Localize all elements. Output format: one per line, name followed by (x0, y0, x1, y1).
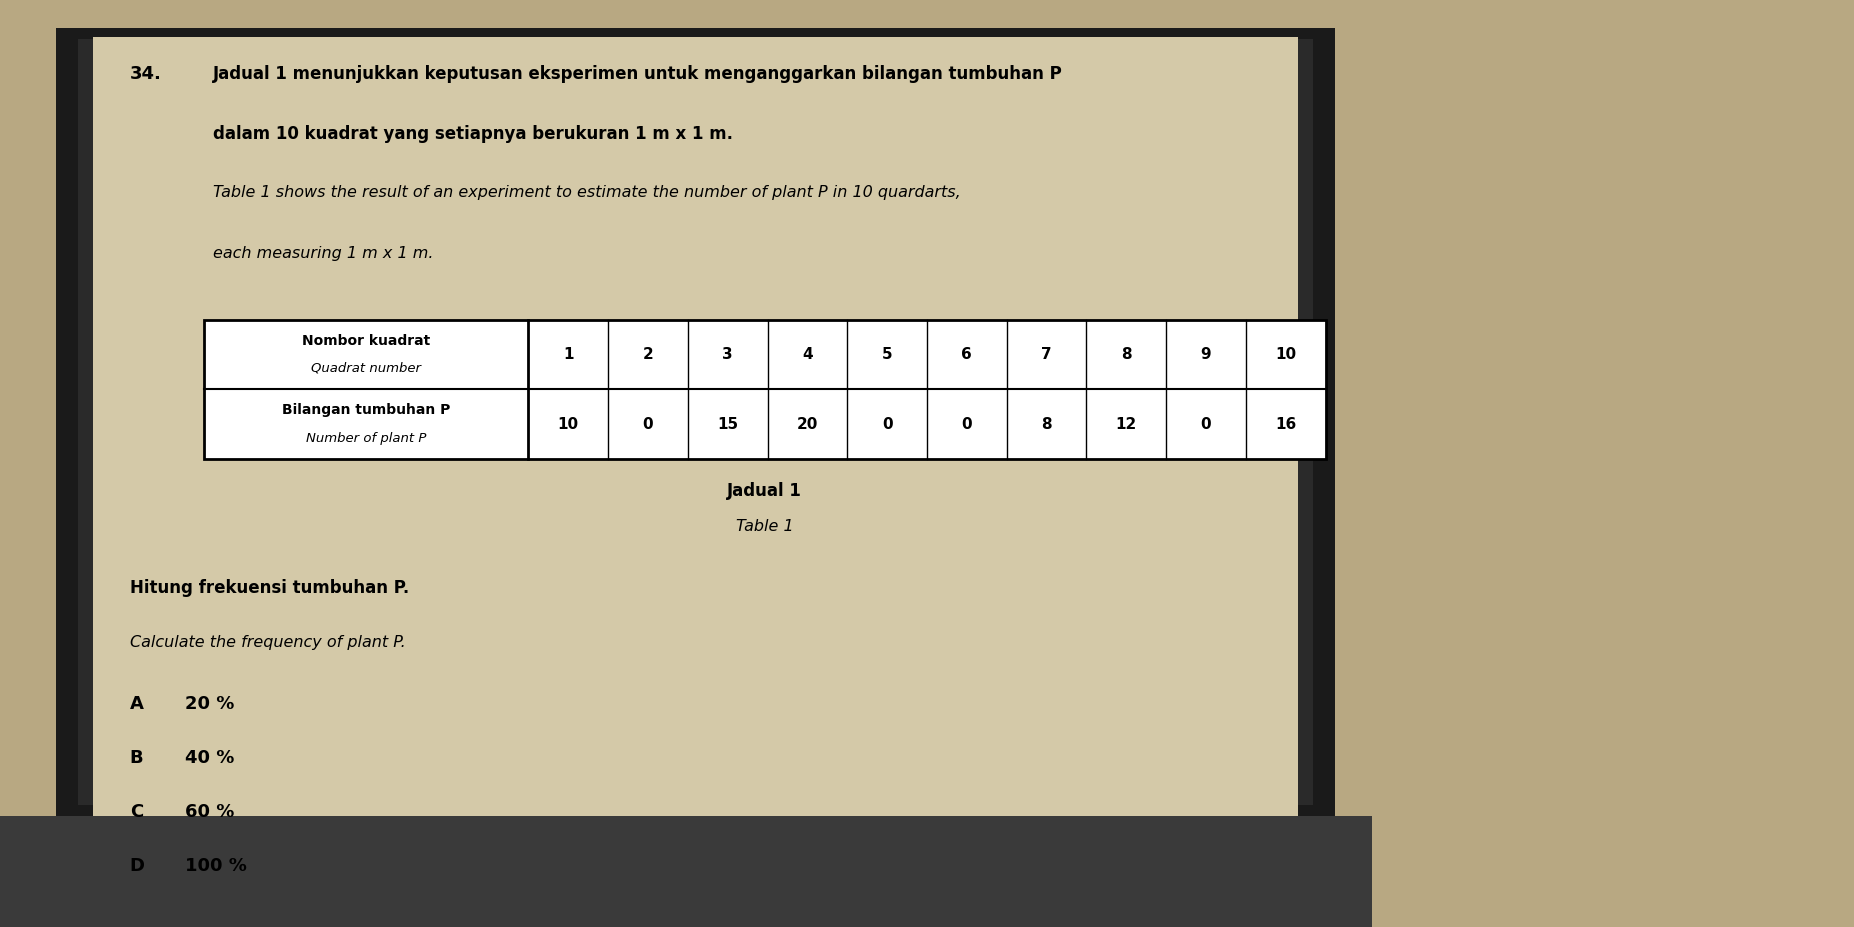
Text: 20: 20 (797, 416, 818, 432)
Text: 2: 2 (643, 347, 653, 362)
Text: Quadrat number: Quadrat number (311, 362, 421, 375)
Text: 8: 8 (1042, 416, 1051, 432)
FancyBboxPatch shape (204, 320, 1326, 459)
Text: 5: 5 (883, 347, 892, 362)
Text: 8: 8 (1122, 347, 1131, 362)
Text: 6: 6 (962, 347, 971, 362)
Text: Table 1 shows the result of an experiment to estimate the number of plant P in 1: Table 1 shows the result of an experimen… (213, 185, 960, 200)
Text: 60 %: 60 % (185, 803, 235, 820)
Text: C: C (130, 803, 143, 820)
Text: 10: 10 (1276, 347, 1296, 362)
Text: B: B (130, 749, 143, 767)
Text: 15: 15 (717, 416, 738, 432)
Text: 20 %: 20 % (185, 695, 235, 713)
Text: 7: 7 (1042, 347, 1051, 362)
Text: 10: 10 (558, 416, 578, 432)
Text: 9: 9 (1201, 347, 1211, 362)
Text: 3: 3 (723, 347, 732, 362)
Text: Hitung frekuensi tumbuhan P.: Hitung frekuensi tumbuhan P. (130, 579, 410, 597)
Text: Calculate the frequency of plant P.: Calculate the frequency of plant P. (130, 635, 406, 650)
FancyBboxPatch shape (0, 816, 1372, 927)
Text: D: D (130, 857, 145, 874)
Text: 1: 1 (564, 347, 573, 362)
FancyBboxPatch shape (56, 28, 1335, 834)
Text: Bilangan tumbuhan P: Bilangan tumbuhan P (282, 403, 451, 417)
FancyBboxPatch shape (78, 39, 1313, 805)
Text: Table 1: Table 1 (736, 519, 794, 534)
Text: 0: 0 (643, 416, 653, 432)
Text: 34.: 34. (130, 65, 161, 83)
Text: Jadual 1 menunjukkan keputusan eksperimen untuk menganggarkan bilangan tumbuhan : Jadual 1 menunjukkan keputusan eksperime… (213, 65, 1062, 83)
Text: each measuring 1 m x 1 m.: each measuring 1 m x 1 m. (213, 246, 434, 260)
Text: Jadual 1: Jadual 1 (727, 482, 803, 500)
Text: 16: 16 (1276, 416, 1296, 432)
Text: 12: 12 (1116, 416, 1137, 432)
Text: Number of plant P: Number of plant P (306, 431, 426, 445)
Text: 40 %: 40 % (185, 749, 235, 767)
Text: 0: 0 (962, 416, 971, 432)
Text: 100 %: 100 % (185, 857, 247, 874)
Text: 0: 0 (883, 416, 892, 432)
Text: 4: 4 (803, 347, 812, 362)
Text: 0: 0 (1201, 416, 1211, 432)
Text: A: A (130, 695, 143, 713)
Text: dalam 10 kuadrat yang setiapnya berukuran 1 m x 1 m.: dalam 10 kuadrat yang setiapnya berukura… (213, 125, 732, 143)
Text: Nombor kuadrat: Nombor kuadrat (302, 334, 430, 348)
FancyBboxPatch shape (93, 37, 1298, 816)
